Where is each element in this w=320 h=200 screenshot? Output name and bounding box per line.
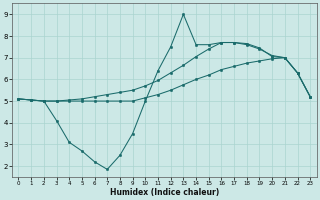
X-axis label: Humidex (Indice chaleur): Humidex (Indice chaleur): [110, 188, 219, 197]
